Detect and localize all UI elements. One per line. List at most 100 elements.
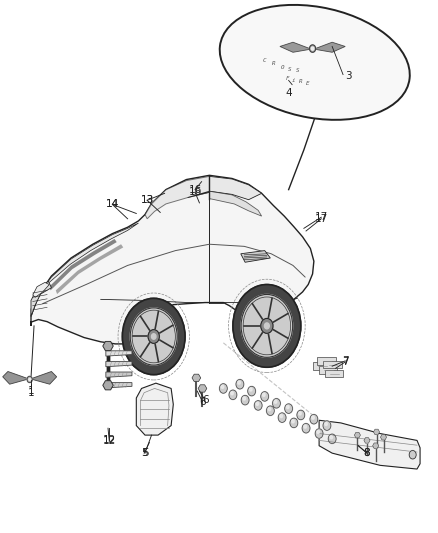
Circle shape bbox=[243, 397, 246, 400]
Polygon shape bbox=[49, 239, 117, 290]
Bar bbox=[319, 366, 337, 374]
Polygon shape bbox=[364, 438, 370, 443]
Text: S: S bbox=[296, 68, 300, 74]
Circle shape bbox=[315, 429, 323, 438]
Circle shape bbox=[278, 413, 286, 422]
Text: 12: 12 bbox=[102, 437, 116, 447]
Circle shape bbox=[317, 430, 320, 433]
Text: 6: 6 bbox=[199, 397, 206, 407]
Circle shape bbox=[304, 425, 307, 428]
Text: 17: 17 bbox=[314, 212, 328, 222]
Polygon shape bbox=[31, 175, 314, 344]
Circle shape bbox=[328, 434, 336, 443]
Circle shape bbox=[130, 308, 177, 365]
Circle shape bbox=[248, 386, 255, 396]
Polygon shape bbox=[373, 443, 379, 448]
Text: 1: 1 bbox=[28, 387, 34, 398]
Circle shape bbox=[231, 392, 233, 395]
Text: 7: 7 bbox=[342, 356, 349, 366]
Polygon shape bbox=[136, 383, 173, 435]
Text: 17: 17 bbox=[314, 214, 328, 224]
Polygon shape bbox=[209, 191, 261, 216]
Text: 16: 16 bbox=[188, 187, 201, 197]
Polygon shape bbox=[145, 176, 209, 219]
Text: 14: 14 bbox=[106, 199, 119, 209]
Circle shape bbox=[302, 423, 310, 433]
Text: 4: 4 bbox=[285, 88, 292, 99]
Circle shape bbox=[238, 381, 240, 384]
Circle shape bbox=[292, 419, 294, 423]
Polygon shape bbox=[187, 176, 261, 200]
Circle shape bbox=[262, 393, 265, 397]
Text: S: S bbox=[288, 67, 292, 72]
Polygon shape bbox=[319, 420, 420, 469]
Circle shape bbox=[152, 334, 156, 339]
Text: 1: 1 bbox=[28, 385, 34, 395]
Circle shape bbox=[290, 418, 298, 427]
Polygon shape bbox=[192, 374, 201, 382]
Circle shape bbox=[285, 404, 293, 414]
Circle shape bbox=[265, 323, 269, 329]
Text: C: C bbox=[263, 58, 266, 63]
Polygon shape bbox=[3, 372, 29, 384]
Circle shape bbox=[268, 408, 271, 411]
Text: 12: 12 bbox=[102, 435, 116, 446]
Text: 6: 6 bbox=[202, 395, 208, 405]
Polygon shape bbox=[314, 42, 345, 52]
Circle shape bbox=[256, 402, 258, 406]
Text: F: F bbox=[286, 76, 290, 81]
Polygon shape bbox=[198, 385, 207, 392]
Text: E: E bbox=[306, 80, 309, 85]
Circle shape bbox=[241, 395, 249, 405]
Circle shape bbox=[286, 406, 289, 409]
Circle shape bbox=[310, 45, 316, 52]
Circle shape bbox=[280, 415, 283, 418]
Polygon shape bbox=[354, 432, 360, 438]
Ellipse shape bbox=[220, 5, 410, 120]
Bar bbox=[325, 370, 343, 377]
Circle shape bbox=[122, 298, 185, 375]
Circle shape bbox=[299, 412, 301, 415]
Polygon shape bbox=[374, 429, 380, 435]
Polygon shape bbox=[31, 223, 138, 317]
Circle shape bbox=[241, 294, 293, 357]
Circle shape bbox=[219, 384, 227, 393]
Circle shape bbox=[148, 329, 159, 343]
Circle shape bbox=[325, 422, 327, 425]
Circle shape bbox=[233, 285, 301, 367]
Circle shape bbox=[261, 392, 268, 401]
Circle shape bbox=[29, 378, 31, 381]
Text: 16: 16 bbox=[188, 184, 201, 195]
Circle shape bbox=[323, 421, 331, 430]
Polygon shape bbox=[106, 383, 132, 388]
Polygon shape bbox=[106, 351, 132, 356]
Circle shape bbox=[236, 379, 244, 389]
Text: R: R bbox=[272, 61, 275, 67]
Text: O: O bbox=[280, 64, 284, 70]
Circle shape bbox=[311, 47, 314, 50]
Circle shape bbox=[261, 318, 273, 333]
Bar bbox=[313, 362, 331, 370]
Circle shape bbox=[266, 406, 274, 416]
Polygon shape bbox=[31, 281, 51, 317]
Circle shape bbox=[229, 390, 237, 400]
Text: 5: 5 bbox=[141, 448, 148, 458]
Polygon shape bbox=[106, 372, 132, 377]
Bar bbox=[323, 361, 342, 368]
Text: 8: 8 bbox=[364, 448, 370, 458]
Circle shape bbox=[409, 450, 416, 459]
Text: 14: 14 bbox=[106, 199, 119, 209]
Text: 5: 5 bbox=[142, 448, 148, 458]
Text: 13: 13 bbox=[141, 195, 154, 205]
Polygon shape bbox=[56, 244, 123, 294]
Polygon shape bbox=[33, 282, 49, 297]
Polygon shape bbox=[103, 342, 113, 351]
Circle shape bbox=[274, 400, 277, 403]
Bar bbox=[318, 357, 336, 365]
Circle shape bbox=[250, 388, 252, 391]
Circle shape bbox=[221, 385, 224, 389]
Polygon shape bbox=[280, 42, 311, 52]
Polygon shape bbox=[381, 434, 387, 440]
Circle shape bbox=[330, 435, 332, 439]
Polygon shape bbox=[103, 381, 113, 390]
